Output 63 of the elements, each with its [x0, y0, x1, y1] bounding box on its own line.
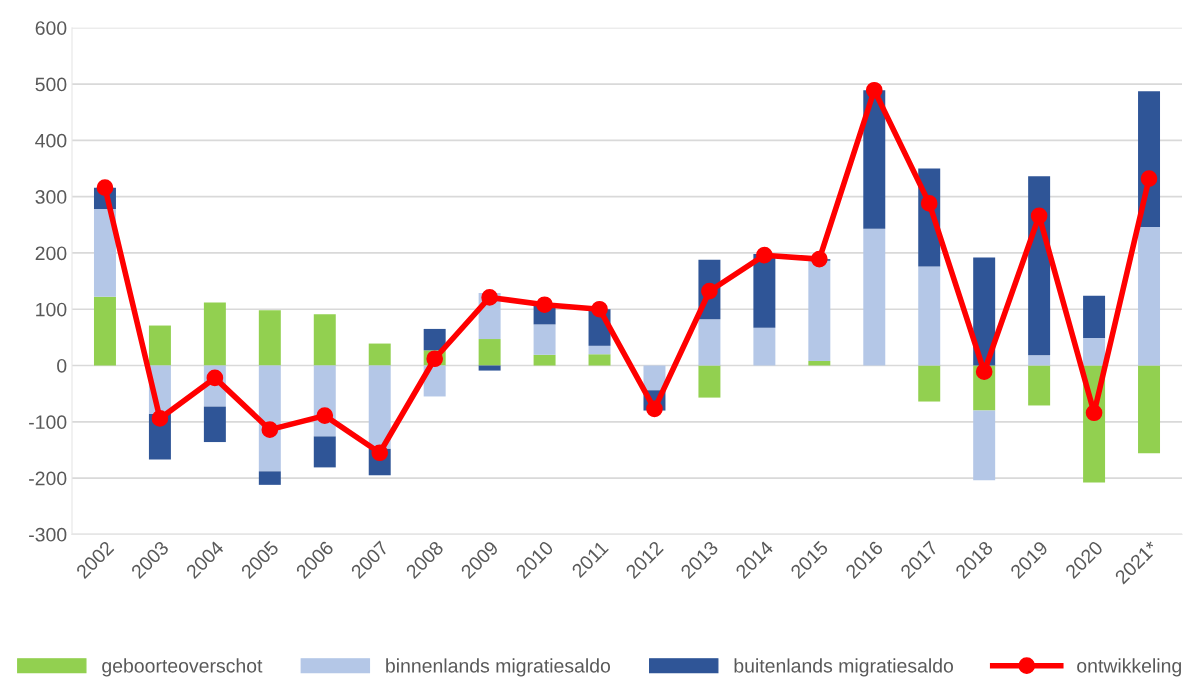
bar — [93, 296, 116, 366]
point — [810, 250, 828, 268]
bar — [643, 365, 666, 391]
bar — [863, 228, 886, 366]
bar — [1138, 227, 1161, 366]
y-tick-label: 600 — [35, 21, 67, 35]
bar — [1083, 337, 1106, 366]
point — [1030, 207, 1048, 225]
bar — [313, 436, 336, 468]
bar — [588, 345, 611, 355]
bar — [368, 343, 391, 366]
bar — [258, 310, 281, 366]
point — [756, 246, 773, 264]
bar — [588, 354, 611, 366]
bar — [533, 354, 556, 366]
bar — [478, 365, 501, 371]
bar — [1138, 365, 1161, 454]
point — [536, 296, 553, 314]
bar — [918, 266, 941, 366]
y-tick-label: -200 — [29, 471, 67, 486]
bar — [203, 302, 226, 366]
legend-label: binnenlands migratiesaldo — [386, 658, 611, 677]
y-tick-label: 400 — [35, 133, 67, 148]
point — [151, 410, 169, 427]
bar — [808, 260, 831, 361]
y-tick-label: 100 — [36, 302, 67, 317]
y-tick-label: 200 — [35, 246, 67, 261]
point — [1140, 170, 1158, 187]
bar — [93, 209, 116, 297]
legend-label: buitenlands migratiesaldo — [734, 658, 954, 677]
bar — [1028, 355, 1051, 366]
point — [1085, 404, 1103, 422]
bar — [203, 406, 226, 443]
point — [96, 179, 114, 196]
bar — [973, 410, 996, 481]
bar — [753, 327, 776, 366]
y-tick-label: 500 — [35, 77, 67, 92]
y-tick-label: 0 — [57, 358, 67, 373]
bar — [1028, 365, 1051, 406]
bar — [258, 471, 281, 485]
y-tick-label: 300 — [35, 190, 67, 204]
bar — [918, 365, 941, 402]
point — [481, 289, 498, 306]
point — [261, 421, 279, 439]
bar — [808, 361, 831, 366]
bar — [368, 365, 391, 449]
bar — [698, 365, 721, 398]
bar — [313, 314, 336, 366]
point — [865, 81, 883, 99]
point — [975, 363, 993, 381]
point — [920, 195, 938, 212]
bar — [698, 319, 721, 366]
y-tick-label: -300 — [29, 527, 67, 542]
bar — [148, 325, 171, 366]
bar — [478, 339, 501, 366]
bar — [423, 328, 446, 351]
point — [591, 300, 608, 318]
y-tick-label: -100 — [29, 415, 67, 430]
legend-label: ontwikkeling — [1077, 658, 1181, 677]
bar — [1083, 295, 1106, 338]
bar — [533, 324, 556, 355]
point — [316, 407, 334, 424]
legend-label: geboorteoverschot — [102, 658, 263, 677]
